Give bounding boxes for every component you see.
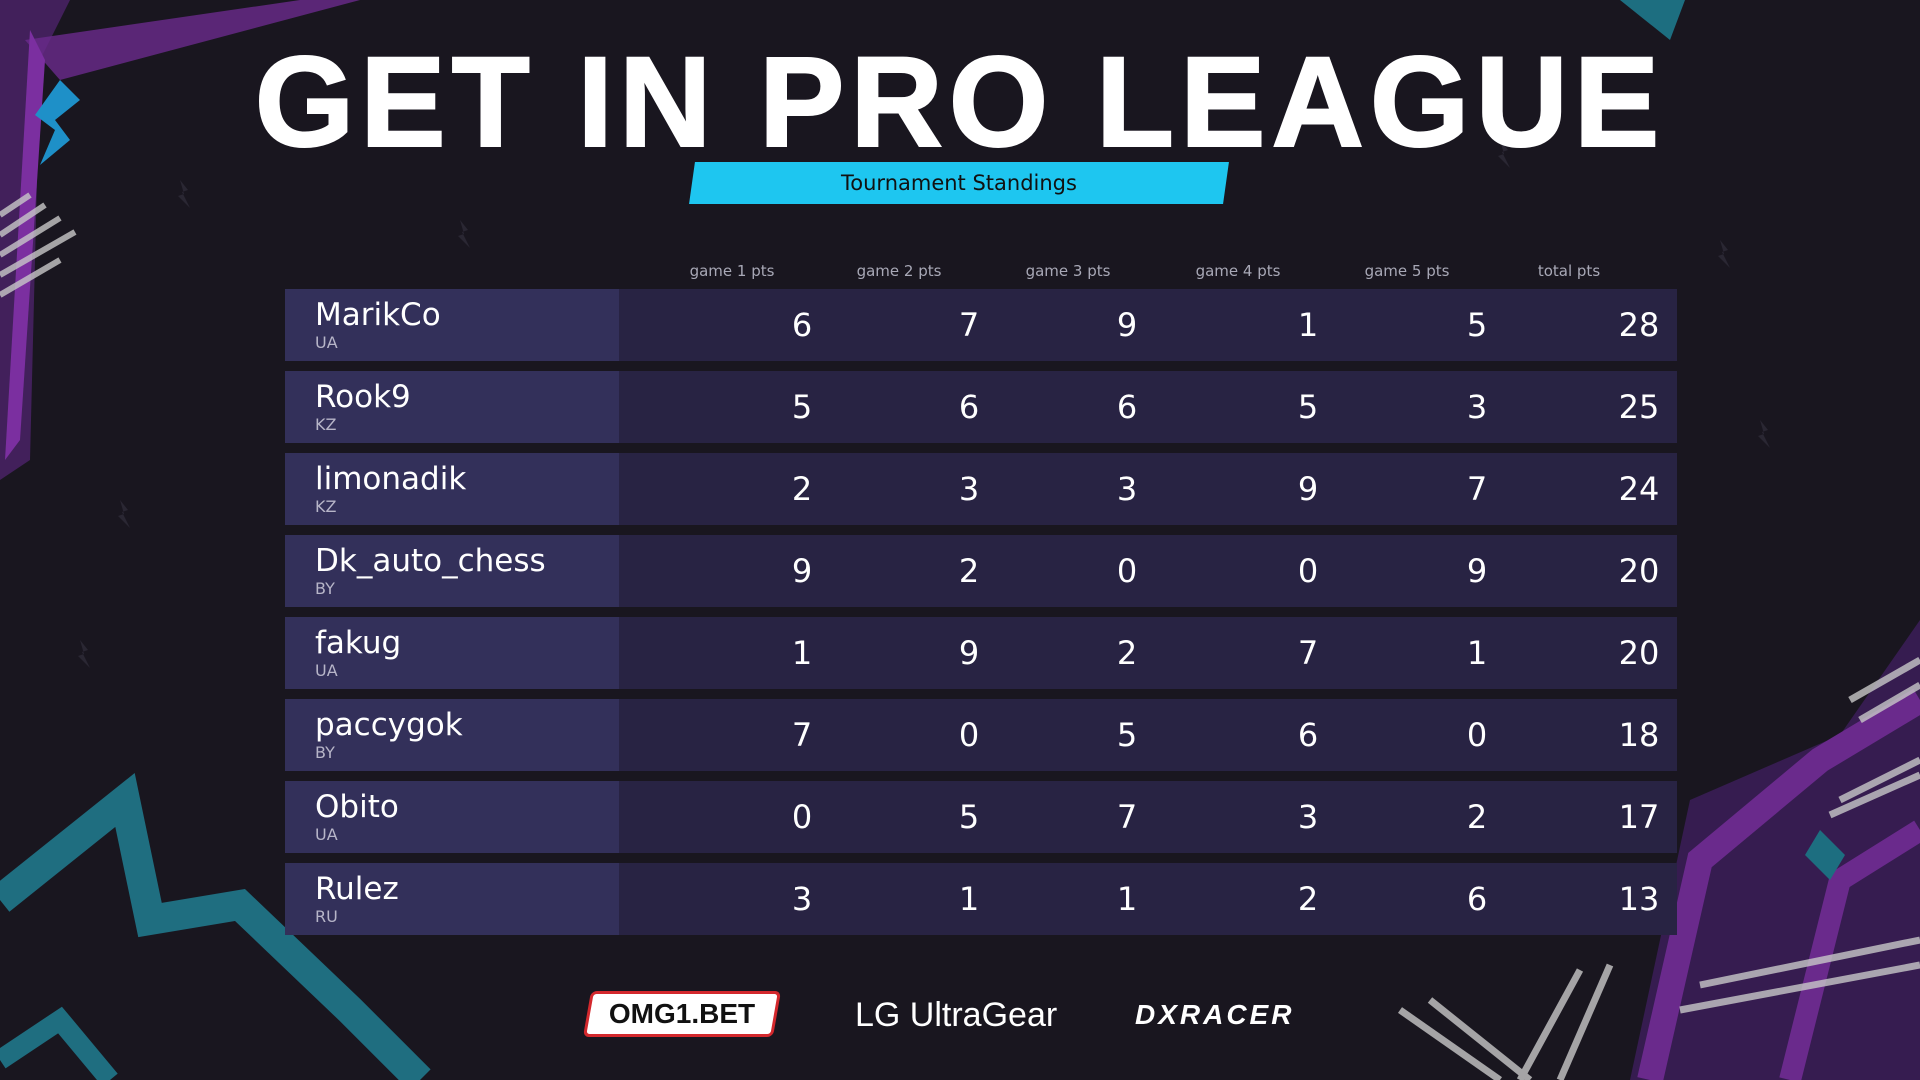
column-header: game 4 pts [1195, 262, 1281, 280]
game-score: 7 [1297, 634, 1319, 672]
game-score: 2 [791, 470, 813, 508]
game-score: 1 [1297, 306, 1319, 344]
game-score: 0 [791, 798, 813, 836]
game-score: 3 [1466, 388, 1488, 426]
game-score: 7 [1466, 470, 1488, 508]
table-row: Rook9 KZ 5 6 6 5 3 25 [285, 371, 1677, 443]
player-cell: limonadik KZ [285, 453, 619, 525]
game-score: 0 [1466, 716, 1488, 754]
player-country: UA [315, 661, 338, 680]
table-row: paccygok BY 7 0 5 6 0 18 [285, 699, 1677, 771]
player-name: limonadik [315, 461, 467, 497]
column-header: game 3 pts [1025, 262, 1111, 280]
game-score: 5 [1116, 716, 1138, 754]
game-score: 9 [1116, 306, 1138, 344]
player-name: Obito [315, 789, 399, 825]
subtitle: Tournament Standings [841, 171, 1077, 195]
player-cell: paccygok BY [285, 699, 619, 771]
player-country: BY [315, 743, 335, 762]
column-header: game 5 pts [1364, 262, 1450, 280]
column-header: total pts [1537, 262, 1601, 280]
dxracer-logo: DXRACER [1135, 999, 1295, 1030]
total-score: 13 [1618, 880, 1660, 918]
player-country: KZ [315, 497, 337, 516]
player-country: RU [315, 907, 338, 926]
game-score: 6 [958, 388, 980, 426]
player-name: fakug [315, 625, 402, 661]
player-name: Rook9 [315, 379, 411, 415]
player-name: paccygok [315, 707, 463, 743]
player-country: UA [315, 333, 338, 352]
game-score: 3 [1297, 798, 1319, 836]
sponsor-bar: OMG1.BET LG UltraGear DXRACER [0, 991, 1920, 1043]
game-score: 7 [1116, 798, 1138, 836]
total-score: 20 [1618, 634, 1660, 672]
player-cell: Rulez RU [285, 863, 619, 935]
game-score: 3 [1116, 470, 1138, 508]
omg-logo-text: OMG1.BET [608, 998, 756, 1029]
game-score: 3 [958, 470, 980, 508]
game-score: 0 [1297, 552, 1319, 590]
column-header: game 1 pts [689, 262, 775, 280]
game-score: 2 [1297, 880, 1319, 918]
game-score: 2 [958, 552, 980, 590]
player-country: KZ [315, 415, 337, 434]
game-score: 5 [1466, 306, 1488, 344]
table-row: Dk_auto_chess BY 9 2 0 0 9 20 [285, 535, 1677, 607]
table-row: fakug UA 1 9 2 7 1 20 [285, 617, 1677, 689]
player-name: Rulez [315, 871, 399, 907]
omg-logo: OMG1.BET [582, 991, 782, 1037]
player-country: UA [315, 825, 338, 844]
player-cell: Rook9 KZ [285, 371, 619, 443]
total-score: 18 [1618, 716, 1660, 754]
page-title: GET IN PRO LEAGUE [254, 30, 1666, 175]
game-score: 9 [1297, 470, 1319, 508]
game-score: 1 [791, 634, 813, 672]
game-score: 0 [958, 716, 980, 754]
table-row: MarikCo UA 6 7 9 1 5 28 [285, 289, 1677, 361]
game-score: 9 [791, 552, 813, 590]
total-score: 24 [1618, 470, 1660, 508]
table-row: limonadik KZ 2 3 3 9 7 24 [285, 453, 1677, 525]
player-country: BY [315, 579, 335, 598]
game-score: 5 [958, 798, 980, 836]
game-score: 5 [791, 388, 813, 426]
player-cell: Dk_auto_chess BY [285, 535, 619, 607]
game-score: 7 [791, 716, 813, 754]
game-score: 6 [791, 306, 813, 344]
game-score: 9 [1466, 552, 1488, 590]
game-score: 7 [958, 306, 980, 344]
player-name: Dk_auto_chess [315, 543, 546, 579]
game-score: 9 [958, 634, 980, 672]
game-score: 6 [1466, 880, 1488, 918]
total-score: 17 [1618, 798, 1660, 836]
game-score: 2 [1116, 634, 1138, 672]
game-score: 1 [958, 880, 980, 918]
player-cell: MarikCo UA [285, 289, 619, 361]
player-cell: Obito UA [285, 781, 619, 853]
game-score: 1 [1466, 634, 1488, 672]
total-score: 28 [1618, 306, 1660, 344]
table-row: Rulez RU 3 1 1 2 6 13 [285, 863, 1677, 935]
game-score: 3 [791, 880, 813, 918]
game-score: 1 [1116, 880, 1138, 918]
column-header: game 2 pts [856, 262, 942, 280]
total-score: 20 [1618, 552, 1660, 590]
game-score: 0 [1116, 552, 1138, 590]
game-score: 5 [1297, 388, 1319, 426]
game-score: 6 [1297, 716, 1319, 754]
lg-ultragear-logo: LG UltraGear [855, 996, 1058, 1034]
total-score: 25 [1618, 388, 1660, 426]
player-cell: fakug UA [285, 617, 619, 689]
game-score: 2 [1466, 798, 1488, 836]
table-row: Obito UA 0 5 7 3 2 17 [285, 781, 1677, 853]
game-score: 6 [1116, 388, 1138, 426]
player-name: MarikCo [315, 297, 441, 333]
